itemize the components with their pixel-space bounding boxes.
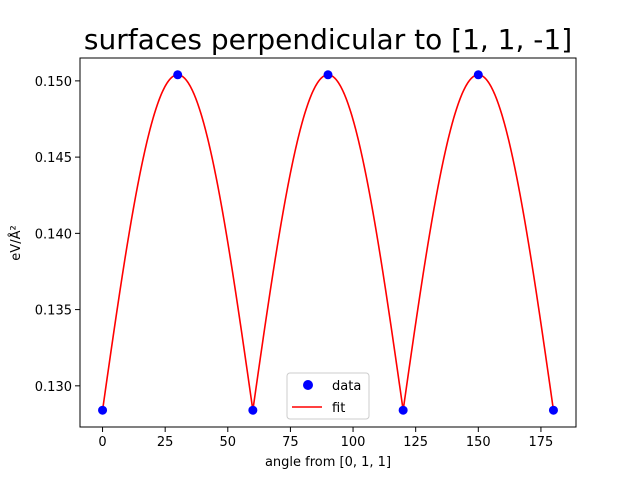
y-tick-label: 0.130: [35, 380, 72, 395]
x-tick-label: 100: [341, 435, 366, 450]
chart-title: surfaces perpendicular to [1, 1, -1]: [84, 23, 572, 56]
data-point: [548, 405, 558, 415]
data-point: [473, 70, 483, 80]
x-tick-label: 0: [98, 435, 106, 450]
data-points: [98, 70, 558, 415]
data-point: [398, 405, 408, 415]
data-point: [248, 405, 258, 415]
legend: data fit: [286, 372, 370, 420]
x-tick-label: 50: [220, 435, 237, 450]
x-axis-ticks: 0 25 50 75 100 125 150 175: [98, 427, 553, 450]
data-point: [173, 70, 183, 80]
data-point: [98, 405, 108, 415]
y-tick-label: 0.150: [35, 75, 72, 90]
x-axis-label: angle from [0, 1, 1]: [265, 455, 391, 470]
x-tick-label: 25: [157, 435, 174, 450]
data-point: [323, 70, 333, 80]
x-tick-label: 125: [403, 435, 428, 450]
legend-data-marker: [303, 380, 313, 390]
y-tick-label: 0.135: [35, 304, 72, 319]
plot-frame: [79, 57, 577, 428]
legend-fit-label: fit: [332, 401, 345, 416]
y-axis-label: eV/Å²: [8, 225, 24, 260]
y-tick-label: 0.140: [35, 227, 72, 242]
y-axis-ticks: 0.130 0.135 0.140 0.145 0.150: [35, 75, 80, 395]
x-tick-label: 175: [529, 435, 554, 450]
x-tick-label: 75: [282, 435, 299, 450]
legend-data-label: data: [332, 379, 361, 394]
x-tick-label: 150: [466, 435, 491, 450]
y-tick-label: 0.145: [35, 151, 72, 166]
plot-area: [80, 58, 576, 427]
